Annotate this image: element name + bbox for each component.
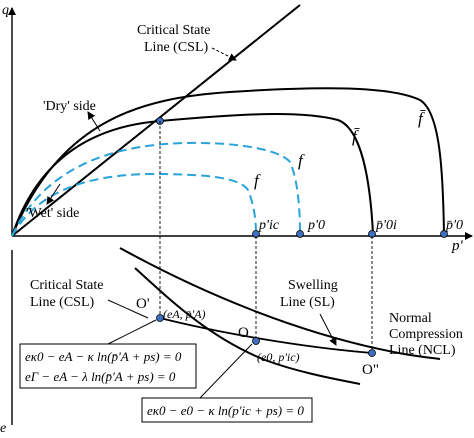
sl-label-2: Line (SL) <box>280 295 335 310</box>
coord-O: (e0, p'ic) <box>257 350 300 364</box>
p0-bar-label: p̄'0 <box>445 218 463 233</box>
point-O-prime <box>156 314 164 322</box>
f-upper-label: f <box>298 151 305 170</box>
wet-side-label: 'Wet' side <box>26 206 79 221</box>
point-p0-bar <box>440 230 448 238</box>
label-O-prime: O' <box>136 296 150 312</box>
ncl-label-1: Normal <box>389 311 432 326</box>
wet-side-arrow <box>46 183 61 205</box>
ncl-label-2: Compression <box>389 327 463 342</box>
equation-sl: eκ0 − e0 − κ ln(p'ic + ps) = 0 <box>147 403 304 418</box>
point-p0 <box>296 230 304 238</box>
csl-lower-pointer <box>107 299 149 319</box>
ncl-label-3: Line (NCL) <box>389 343 456 358</box>
csl-label-upper-2: Line (CSL) <box>144 40 208 55</box>
p-axis-label: p' <box>451 238 464 254</box>
yield-curve-f-bar-inner <box>11 112 374 237</box>
f-lower-label: f <box>254 171 261 190</box>
swelling-line <box>159 317 373 354</box>
yield-curve-f-upper <box>11 141 301 237</box>
f-bar-inner-label: f̄ <box>352 127 360 146</box>
e-axis-label: e <box>0 421 6 436</box>
equation-box-sl-pointer <box>199 343 253 399</box>
p0-label: p'0 <box>307 218 325 233</box>
csl-label-lower-1: Critical State <box>30 278 103 293</box>
f-bar-outer-label: f̄ <box>418 109 426 128</box>
equation-csl-2: eΓ − eA − λ ln(p̄'A + ps) = 0 <box>25 369 176 384</box>
sl-label-1: Swelling <box>288 278 338 293</box>
point-O <box>252 337 260 345</box>
p-ic-label: p'ic <box>258 218 280 233</box>
label-O: O <box>238 325 249 341</box>
yield-curve-f-bar-outer <box>11 87 445 237</box>
dry-side-label: 'Dry' side <box>43 99 96 114</box>
coord-O-prime: (eA, p̄'A) <box>163 307 206 321</box>
q-axis-label: q <box>2 3 9 18</box>
csl-label-upper-1: Critical State <box>137 23 210 38</box>
point-O-double <box>368 349 376 357</box>
csl-label-lower-2: Line (CSL) <box>30 295 94 310</box>
yield-curve-f-lower <box>11 172 257 237</box>
sl-pointer-arrow <box>319 313 337 346</box>
label-O-double: O" <box>362 362 379 378</box>
equation-box-sl <box>141 397 313 423</box>
p0i-bar-label: p̄'0i <box>375 218 397 233</box>
csl-pointer-arrow <box>211 47 237 61</box>
equation-csl-1: eκ0 − eA − κ ln(p̄'A + ps) = 0 <box>25 349 182 364</box>
dry-side-arrow <box>87 111 101 132</box>
equation-box-csl-pointer <box>107 319 157 345</box>
equation-box-csl <box>19 343 197 389</box>
csl-line-lower <box>134 267 361 385</box>
